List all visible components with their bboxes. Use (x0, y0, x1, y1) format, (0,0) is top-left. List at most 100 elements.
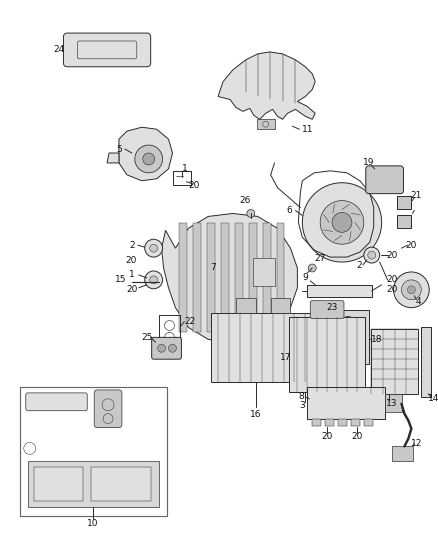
Polygon shape (396, 196, 411, 208)
Polygon shape (119, 127, 173, 181)
Bar (20, 387, 166, 516)
Polygon shape (207, 223, 215, 333)
Text: 20: 20 (406, 241, 417, 249)
Text: 2: 2 (129, 241, 134, 249)
Bar (421, 327, 431, 397)
Text: 25: 25 (141, 333, 152, 342)
Polygon shape (218, 52, 315, 119)
Bar (173, 171, 191, 185)
Circle shape (145, 271, 162, 289)
Text: 20: 20 (321, 432, 333, 441)
Circle shape (364, 247, 380, 263)
FancyBboxPatch shape (94, 390, 122, 427)
Circle shape (150, 244, 158, 252)
Bar (364, 418, 373, 425)
Circle shape (150, 276, 158, 284)
Circle shape (320, 313, 328, 321)
FancyBboxPatch shape (366, 166, 403, 193)
Circle shape (158, 344, 166, 352)
Bar (325, 418, 334, 425)
Text: 3: 3 (300, 401, 305, 410)
Polygon shape (235, 223, 243, 333)
FancyBboxPatch shape (64, 33, 151, 67)
Text: 2: 2 (356, 261, 362, 270)
Circle shape (332, 213, 352, 232)
Text: 20: 20 (189, 181, 200, 190)
Text: 20: 20 (126, 285, 138, 294)
Text: 27: 27 (314, 254, 326, 263)
Bar (271, 298, 290, 312)
Bar (312, 418, 321, 425)
Polygon shape (162, 214, 297, 342)
Polygon shape (221, 223, 229, 333)
Circle shape (135, 145, 162, 173)
Bar (91, 467, 151, 501)
Bar (28, 461, 159, 507)
Circle shape (302, 183, 381, 262)
FancyBboxPatch shape (26, 393, 87, 411)
Circle shape (247, 209, 255, 217)
Bar (371, 329, 418, 394)
Bar (307, 285, 372, 297)
Text: 20: 20 (386, 285, 397, 294)
Bar (236, 298, 256, 312)
Bar (327, 310, 369, 364)
Text: 20: 20 (125, 255, 137, 264)
Text: 18: 18 (371, 335, 382, 344)
Text: 20: 20 (386, 276, 397, 285)
Bar (338, 418, 347, 425)
Text: 4: 4 (416, 297, 421, 306)
Text: 5: 5 (116, 144, 122, 154)
Text: 7: 7 (210, 263, 216, 272)
Text: 26: 26 (239, 196, 251, 205)
Circle shape (402, 280, 421, 300)
Bar (385, 394, 403, 411)
Text: 6: 6 (286, 206, 292, 215)
Bar (34, 467, 83, 501)
Bar (351, 418, 360, 425)
Polygon shape (396, 215, 411, 228)
Polygon shape (193, 223, 201, 333)
Circle shape (407, 286, 415, 294)
Text: 17: 17 (280, 353, 291, 362)
Polygon shape (276, 223, 285, 333)
Text: 12: 12 (411, 439, 422, 448)
Text: 20: 20 (386, 251, 397, 260)
Bar (290, 317, 365, 392)
Text: 8: 8 (298, 392, 304, 401)
Text: 1: 1 (129, 270, 135, 279)
Text: 16: 16 (250, 410, 261, 419)
FancyBboxPatch shape (310, 301, 344, 319)
Circle shape (145, 239, 162, 257)
Text: 24: 24 (54, 45, 65, 54)
Text: 22: 22 (185, 317, 196, 326)
Polygon shape (180, 223, 187, 333)
Text: 14: 14 (427, 394, 438, 403)
Circle shape (169, 344, 177, 352)
Polygon shape (249, 223, 257, 333)
Circle shape (368, 251, 376, 259)
FancyBboxPatch shape (152, 337, 181, 359)
Text: 15: 15 (115, 276, 127, 285)
Bar (257, 119, 275, 129)
Text: 19: 19 (363, 158, 374, 167)
Circle shape (320, 200, 364, 244)
Polygon shape (107, 153, 119, 163)
Text: 11: 11 (301, 125, 313, 134)
Text: 20: 20 (351, 432, 363, 441)
Bar (159, 314, 180, 344)
Bar (307, 387, 385, 418)
Bar (211, 312, 320, 382)
Bar (253, 258, 275, 286)
Polygon shape (263, 223, 271, 333)
Text: 23: 23 (326, 303, 338, 312)
Text: 13: 13 (386, 399, 397, 408)
Circle shape (393, 272, 429, 308)
Text: 21: 21 (411, 191, 422, 200)
Text: 9: 9 (302, 273, 308, 282)
Text: 10: 10 (88, 519, 99, 528)
Circle shape (308, 264, 316, 272)
Bar (392, 447, 413, 461)
Text: 1: 1 (181, 164, 187, 173)
Circle shape (143, 153, 155, 165)
